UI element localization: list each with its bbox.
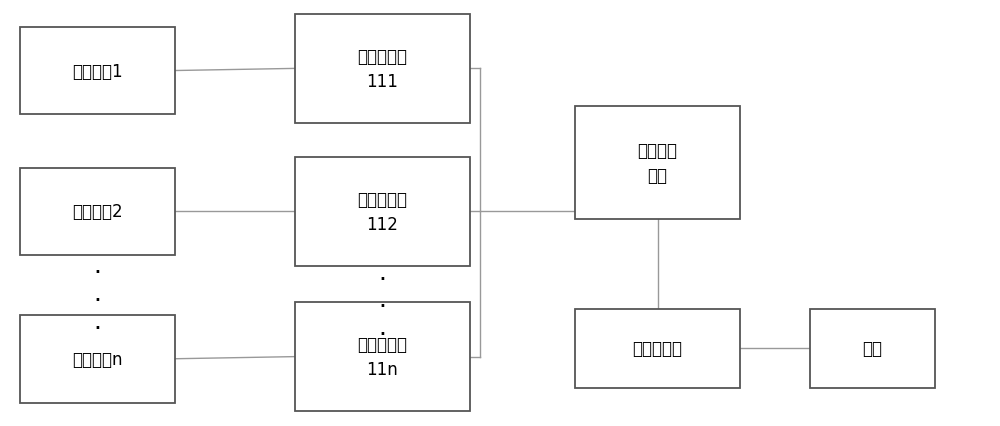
Bar: [810, 309, 935, 388]
Text: ·
·
·: · · ·: [93, 261, 101, 340]
Text: 逆变器模块
111: 逆变器模块 111: [357, 48, 408, 91]
Bar: [575, 309, 740, 388]
Text: 逆变器模块
11n: 逆变器模块 11n: [357, 335, 408, 378]
Text: 隔离变压器: 隔离变压器: [633, 339, 682, 357]
Bar: [20, 315, 175, 403]
Text: 光伏阵冗2: 光伏阵冗2: [72, 203, 123, 221]
Text: 逆变器模块
112: 逆变器模块 112: [357, 190, 408, 233]
Text: 光伏阵冗1: 光伏阵冗1: [72, 62, 123, 81]
Bar: [20, 168, 175, 256]
Bar: [575, 106, 740, 219]
Bar: [295, 15, 470, 124]
Bar: [295, 302, 470, 411]
Bar: [295, 158, 470, 266]
Text: 光伏阵列n: 光伏阵列n: [72, 350, 123, 368]
Text: ·
·
·: · · ·: [378, 267, 386, 346]
Bar: [20, 28, 175, 115]
Text: 逆变器控
制器: 逆变器控 制器: [638, 141, 678, 184]
Text: 电网: 电网: [862, 339, 883, 357]
